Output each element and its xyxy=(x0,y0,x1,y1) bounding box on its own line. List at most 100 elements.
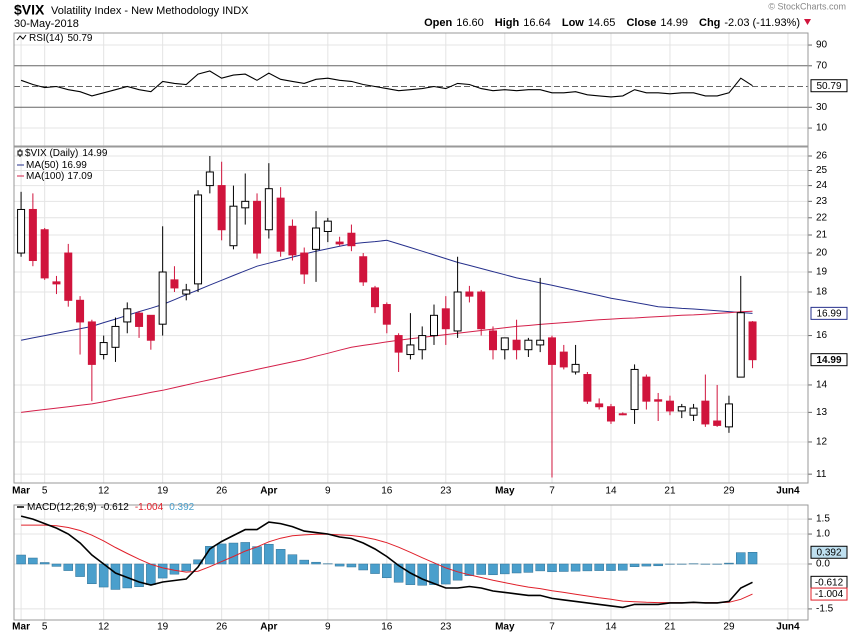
histogram-bar xyxy=(523,563,534,573)
y-tick-label: 26 xyxy=(816,151,828,162)
x-tick-label: Apr xyxy=(260,622,277,633)
candle-body xyxy=(512,339,521,351)
x-tick-label: 9 xyxy=(325,486,331,497)
candle-body xyxy=(536,339,545,346)
x-tick-label: Apr xyxy=(260,486,277,497)
x-tick-label: 14 xyxy=(605,486,617,497)
candle-body xyxy=(477,291,486,330)
y-tick-label: 90 xyxy=(816,40,828,51)
x-tick-label: 9 xyxy=(325,622,331,633)
histogram-bar xyxy=(594,563,604,571)
candle-body xyxy=(253,200,262,254)
histogram-bar xyxy=(275,549,286,565)
histogram-bar xyxy=(393,563,404,583)
candle-body xyxy=(111,325,120,348)
candle-body xyxy=(347,232,356,247)
candle-body xyxy=(241,200,250,209)
candle-body xyxy=(52,281,61,285)
candle-body xyxy=(288,225,297,256)
histogram-bar xyxy=(653,563,663,567)
histogram-bar xyxy=(511,563,522,574)
candle-body xyxy=(394,335,403,353)
x-tick-label: 19 xyxy=(157,486,169,497)
histogram-bar xyxy=(606,563,616,571)
legend: MA(50) 16.99 xyxy=(26,160,87,171)
legend-value: 17.09 xyxy=(67,171,92,182)
histogram-bar xyxy=(358,563,368,571)
candle-body xyxy=(17,208,26,254)
macd-line xyxy=(20,515,753,609)
candle-body xyxy=(748,321,757,361)
source: © StockCharts.com xyxy=(768,1,846,11)
histogram-bar xyxy=(228,542,239,565)
candle-body xyxy=(371,287,380,308)
histogram-bar xyxy=(299,559,309,565)
quote-value: 16.60 xyxy=(456,17,484,29)
candle-body xyxy=(382,304,391,325)
histogram-bar xyxy=(16,554,26,565)
moving-average-line xyxy=(21,310,753,413)
candle-body xyxy=(28,208,37,262)
histogram-bar xyxy=(110,563,121,590)
quote-label: Open xyxy=(424,17,452,29)
candle-body xyxy=(217,185,226,231)
candle-body xyxy=(583,374,592,402)
histogram-bar xyxy=(264,543,274,565)
candle-body xyxy=(335,241,344,245)
x-tick-label: 12 xyxy=(98,622,110,633)
candle-body xyxy=(630,368,639,411)
candle-body xyxy=(229,205,238,247)
y-tick-label: 19 xyxy=(816,267,828,278)
signal-line xyxy=(21,524,753,604)
y-tick-label: -1.5 xyxy=(816,604,834,615)
legend-value: -0.612 xyxy=(100,502,129,513)
y-tick-label: 22 xyxy=(816,212,828,223)
histogram-bar xyxy=(370,563,380,574)
histogram-bar xyxy=(547,563,557,573)
x-tick-label: 26 xyxy=(216,622,228,633)
x-tick-label: 14 xyxy=(605,622,617,633)
histogram-bar xyxy=(98,563,109,588)
legend-name: MACD(12,26,9) xyxy=(27,502,96,513)
histogram-bar xyxy=(629,563,640,567)
y-tick-label: 11 xyxy=(816,469,827,480)
symbol: $VIX xyxy=(14,2,45,18)
x-tick-label: Mar xyxy=(12,486,30,497)
candle-body xyxy=(441,308,450,330)
histogram-bar xyxy=(240,542,250,565)
histogram-bar xyxy=(181,563,191,572)
y-tick-label: 18 xyxy=(816,287,828,298)
quote-label: Close xyxy=(626,17,656,29)
histogram-bar xyxy=(51,563,62,567)
candle-body xyxy=(64,252,73,301)
x-tick-label: 19 xyxy=(157,622,169,633)
rsi-line xyxy=(20,70,753,98)
x-tick-label: 21 xyxy=(664,622,676,633)
histogram-bar xyxy=(441,563,451,585)
candle-body xyxy=(642,376,651,402)
x-tick-label: 23 xyxy=(440,486,452,497)
y-tick-label: 0.0 xyxy=(816,559,830,570)
histogram-bar xyxy=(75,563,85,577)
value-box-label: 14.99 xyxy=(816,355,841,366)
histogram-bar xyxy=(157,563,168,579)
candle-body xyxy=(595,403,604,408)
x-tick-label: May xyxy=(495,622,515,633)
candle-body xyxy=(465,291,474,297)
x-tick-label: 29 xyxy=(723,622,735,633)
value-box xyxy=(810,79,848,93)
histogram-bar xyxy=(63,563,74,571)
candle-body xyxy=(276,197,285,252)
candle-body xyxy=(689,407,698,416)
candle-body xyxy=(571,363,580,373)
panel-frame xyxy=(13,32,809,147)
histogram-bar xyxy=(146,563,156,585)
candle-body xyxy=(194,194,203,285)
y-tick-label: 12 xyxy=(816,437,828,448)
candle-body xyxy=(205,171,214,187)
value-box xyxy=(810,306,848,320)
y-tick-label: 24 xyxy=(816,180,828,191)
candle-body xyxy=(264,188,273,231)
histogram-bar xyxy=(488,563,498,576)
candle-body xyxy=(665,400,674,412)
